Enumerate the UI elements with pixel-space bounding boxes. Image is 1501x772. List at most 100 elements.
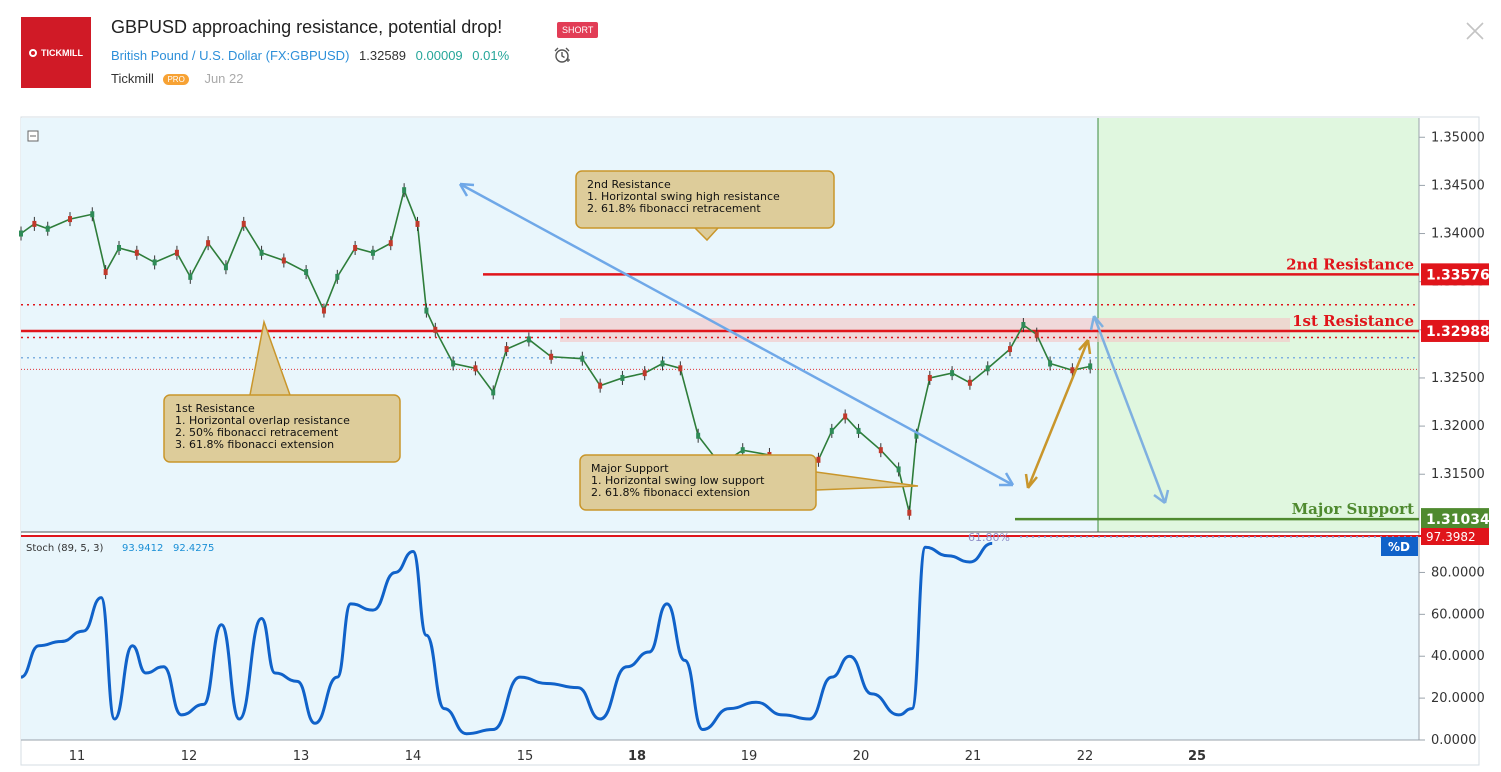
candle-body [353,244,358,251]
stoch-tick-label: 80.0000 [1431,565,1485,580]
callout-line: 1. Horizontal swing high resistance [587,190,780,203]
alarm-clock-icon[interactable] [553,46,571,64]
candle-body [950,370,955,377]
stoch-last-tag [1421,528,1489,545]
callout-line: 2nd Resistance [587,178,671,191]
callout-line: 1. Horizontal overlap resistance [175,414,350,427]
stoch-line [20,541,993,736]
candle-body [433,326,438,333]
candle-body [580,355,585,362]
candle-body [402,187,407,194]
stoch-tick-label: 0.0000 [1431,733,1477,748]
price-tick-label: 1.32500 [1431,371,1485,386]
stoch-d-value: 92.4275 [173,543,214,554]
candle-body [117,244,122,251]
levels-layer: 1.33576 2nd Resistance 1.32988 1st Resistan… [21,255,1490,544]
callout-pointer [249,319,291,396]
candle-body [415,220,420,227]
callout-line: 2. 61.8% fibonacci retracement [587,202,761,215]
price-tick-label: 1.31500 [1431,467,1485,482]
fib-ext-label: 61.80% [968,531,1010,544]
time-tick-label: 14 [405,749,422,764]
candle-body [816,456,821,463]
symbol-link[interactable]: British Pound / U.S. Dollar (FX:GBPUSD) [111,48,350,63]
time-tick-label: 15 [517,749,534,764]
stoch-k-value: 93.9412 [122,543,163,554]
candle-body [696,432,701,439]
price-tick-label: 1.34500 [1431,178,1485,193]
candle-body [1021,322,1026,328]
candle-body [907,509,912,516]
level-name-label: 1st Resistance [1292,312,1414,330]
symbol-row: British Pound / U.S. Dollar (FX:GBPUSD) … [111,48,509,63]
pro-badge: PRO [163,74,189,86]
candle-body [491,389,496,396]
time-tick-label: 12 [181,749,198,764]
candle-body [304,269,309,276]
close-icon[interactable] [1464,20,1486,42]
time-tick-label: 20 [853,749,870,764]
d-marker-label: %D [1388,540,1410,554]
candle-body [68,216,73,223]
time-tick-label: 11 [69,749,86,764]
level-name-label: 2nd Resistance [1286,255,1414,273]
tickmill-logo[interactable]: TICKMILL [21,17,91,88]
candle-body [473,365,478,372]
level-price-tag [1421,319,1489,342]
drop-head-end-icon [1153,489,1170,505]
stoch-tick-label: 20.0000 [1431,691,1485,706]
idea-title: GBPUSD approaching resistance, potential… [111,17,503,37]
candle-body [134,249,139,256]
level-price-label: 1.31034 [1426,512,1490,528]
drop-head-start-icon [1089,315,1104,331]
candle-body [967,379,972,386]
level-price-tag [1421,508,1489,531]
candle-body [985,365,990,372]
rebound-arrow [1026,339,1090,489]
candle-body [660,360,665,367]
author-row: Tickmill PRO Jun 22 [111,71,243,86]
stoch-tick-label: 60.0000 [1431,607,1485,622]
stoch-tick-label: 40.0000 [1431,649,1485,664]
down-trend-arrow [459,182,1014,487]
callout-box [579,454,817,511]
callout-line: 3. 61.8% fibonacci extension [175,438,334,451]
candle-body [174,249,179,256]
candle-body [1008,346,1013,353]
time-tick-label: 21 [965,749,982,764]
candle-body [549,353,554,360]
callout-box [163,394,401,463]
candle-body [45,225,50,232]
candle-body [678,365,683,372]
author-name[interactable]: Tickmill [111,71,154,86]
candle-body [388,240,393,247]
level-price-label: 1.32988 [1426,324,1490,340]
candle-body [878,447,883,454]
stoch-pane-bg [21,536,1419,740]
candle-body [896,466,901,473]
candle-body [241,220,246,227]
candle-body [526,336,531,343]
callout-line: 1st Resistance [175,402,255,415]
candle-body [188,273,193,280]
price-tick-label: 1.32000 [1431,419,1485,434]
candle-body [927,374,932,381]
candle-body [451,360,456,367]
level-name-label: Major Support [1292,500,1415,518]
stoch-series-layer [20,541,993,736]
rebound-head-end-icon [1078,339,1092,355]
candle-body [1070,367,1075,374]
callout-pointer [694,227,719,242]
time-tick-label: 13 [293,749,310,764]
candle-body [1088,363,1093,370]
short-badge: SHORT [557,22,599,38]
time-tick-label: 19 [741,749,758,764]
current-price: 1.32589 [359,48,407,63]
candle-body [223,264,228,271]
candle-body [598,382,603,389]
candle-body [843,413,848,420]
